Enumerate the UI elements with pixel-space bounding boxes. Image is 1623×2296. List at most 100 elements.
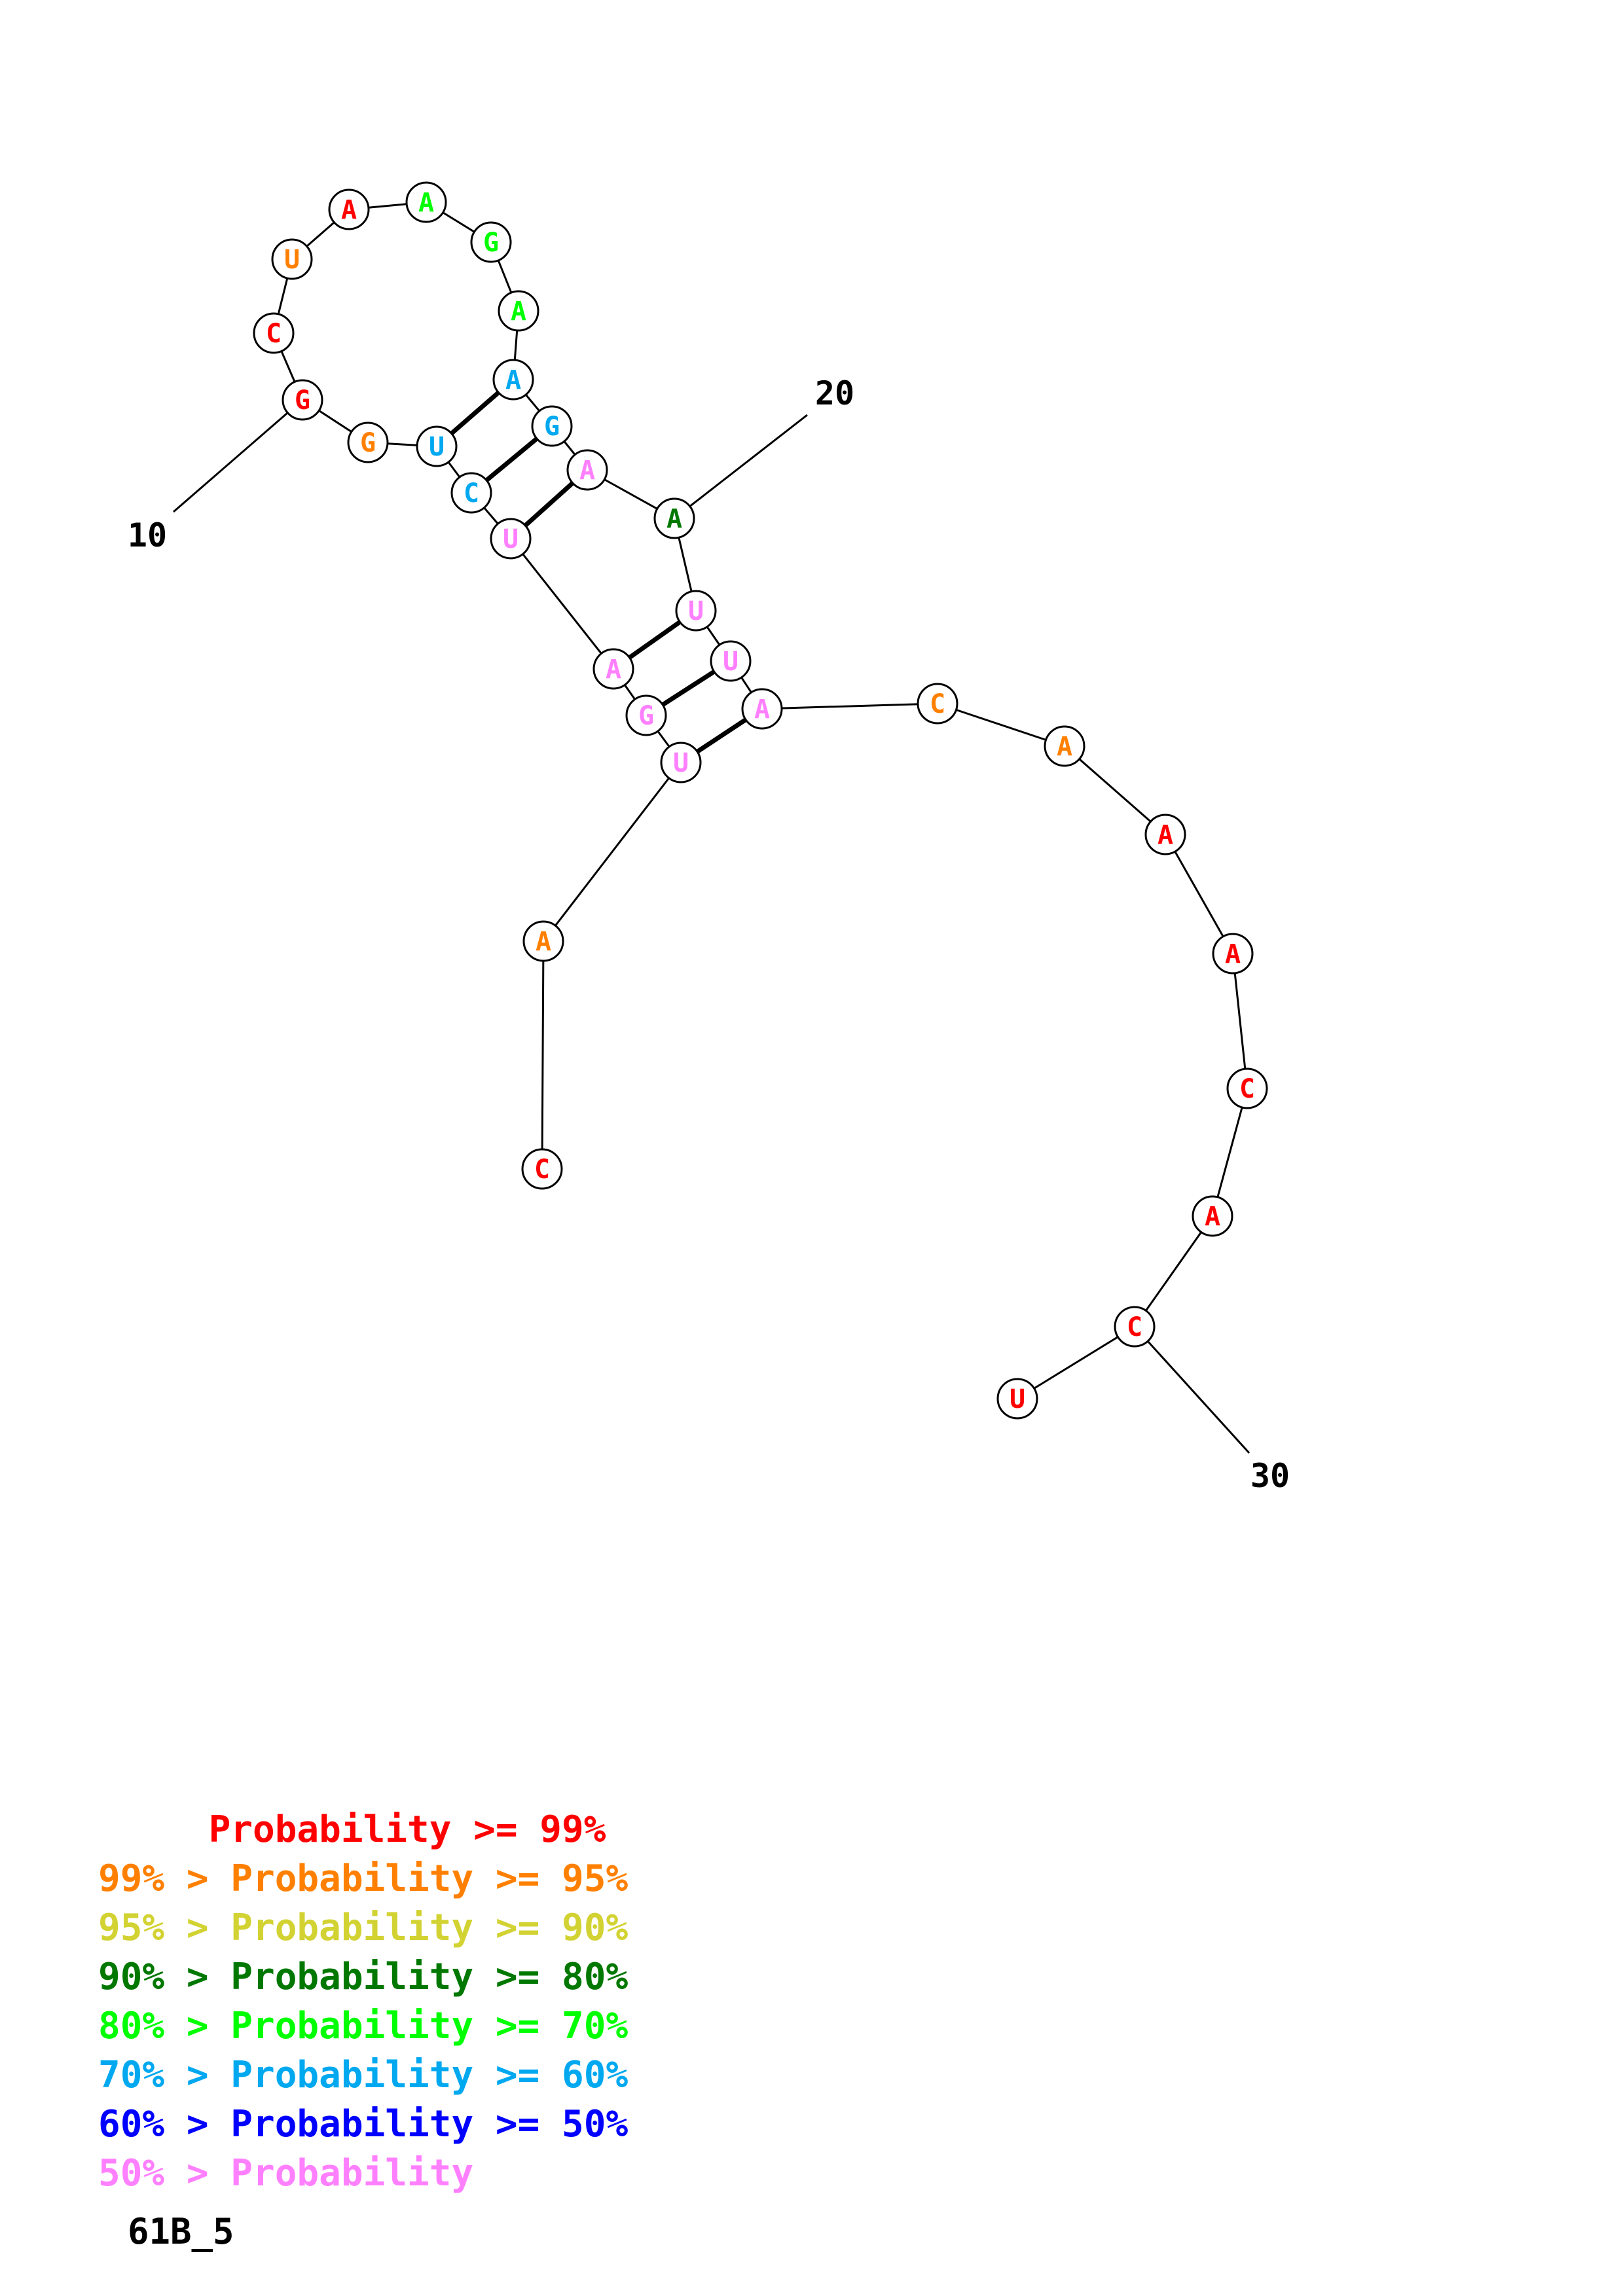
nucleotide-base: C	[266, 319, 282, 349]
position-tick-20	[689, 414, 808, 507]
nucleotide-circle	[416, 425, 458, 467]
position-tick-30	[1147, 1340, 1250, 1454]
backbone-link	[1017, 1325, 1135, 1400]
nucleotide-base: A	[536, 927, 551, 957]
legend-line-p99: Probability >= 99%	[98, 1808, 606, 1851]
backbone-link	[509, 538, 615, 670]
backbone-link	[1064, 745, 1166, 836]
nucleotide-base: U	[688, 596, 704, 626]
backbone-links	[272, 201, 1249, 1400]
nucleotide-circle	[492, 359, 534, 401]
nucleotide-26: A	[1144, 814, 1186, 855]
nucleotide-7: C	[450, 472, 492, 514]
base-pair-bond	[522, 480, 575, 528]
nucleotide-30: C	[1114, 1306, 1156, 1348]
nucleotide-23: A	[741, 688, 783, 730]
nucleotide-circle	[347, 422, 389, 463]
legend-line-plow: 50% > Probability	[98, 2152, 474, 2195]
backbone-link	[761, 702, 938, 710]
nucleotide-14: A	[405, 181, 447, 223]
nucleotide-27: A	[1212, 933, 1254, 975]
base-pair-bond	[695, 717, 748, 754]
nucleotide-circle	[328, 188, 370, 230]
nucleotide-25: A	[1044, 725, 1085, 767]
nucleotide-base: C	[1127, 1312, 1142, 1342]
backbone-link	[1133, 1215, 1214, 1327]
nucleotide-circle	[1044, 725, 1085, 767]
nucleotide-base: G	[483, 228, 499, 258]
nucleotide-circle	[531, 405, 573, 447]
nucleotide-base: U	[723, 647, 739, 677]
nucleotide-circle	[917, 683, 958, 725]
nucleotide-circle	[1226, 1067, 1268, 1109]
nucleotide-base: G	[544, 412, 560, 442]
nucleotide-28: C	[1226, 1067, 1268, 1109]
base-pair-bond	[484, 436, 539, 483]
nucleotide-13: A	[328, 188, 370, 230]
legend-line-p80: 90% > Probability >= 80%	[98, 1956, 629, 1998]
nucleotide-base: A	[1057, 732, 1072, 762]
nucleotide-circle	[522, 920, 564, 962]
nucleotide-base: A	[1158, 820, 1173, 850]
base-pair-bond	[627, 619, 682, 660]
legend-line-p70: 80% > Probability >= 70%	[98, 2005, 629, 2047]
nucleotide-16: A	[498, 290, 539, 332]
nucleotide-circle	[470, 221, 512, 263]
base-pair-bond	[449, 390, 501, 436]
nucleotide-base: A	[505, 365, 521, 395]
nucleotide-circle	[1144, 814, 1186, 855]
nucleotide-circle	[741, 688, 783, 730]
base-pair-bonds	[449, 390, 748, 754]
nucleotide-circle	[521, 1148, 563, 1190]
nucleotide-circle	[660, 742, 702, 783]
nucleotide-base: A	[511, 296, 526, 327]
nucleotide-9: G	[347, 422, 389, 463]
nucleotide-4: G	[625, 694, 667, 736]
nucleotide-17: A	[492, 359, 534, 401]
legend-line-p60: 70% > Probability >= 60%	[98, 2054, 629, 2096]
backbone-link	[937, 702, 1065, 747]
backbone-link	[542, 762, 682, 942]
nucleotide-base: A	[418, 188, 434, 218]
nucleotide-circle	[450, 472, 492, 514]
backbone-link	[1164, 834, 1234, 954]
nucleotide-3: U	[660, 742, 702, 783]
nucleotide-29: A	[1192, 1195, 1233, 1237]
nucleotide-circle	[271, 238, 313, 280]
legend-line-p50: 60% > Probability >= 50%	[98, 2103, 629, 2145]
nucleotide-circle	[405, 181, 447, 223]
nucleotide-base: A	[1205, 1202, 1220, 1232]
nucleotide-base: U	[1010, 1384, 1025, 1414]
nucleotide-base: C	[1239, 1074, 1255, 1104]
nucleotide-8: U	[416, 425, 458, 467]
legend-line-p95: 99% > Probability >= 95%	[98, 1857, 629, 1900]
nucleotide-base: U	[429, 432, 445, 462]
nucleotide-5: A	[593, 648, 634, 690]
position-number-20: 20	[815, 374, 854, 412]
nucleotide-base: U	[284, 245, 300, 275]
nucleotide-20: A	[653, 497, 695, 539]
nucleotide-19: A	[566, 449, 608, 491]
base-pair-bond	[660, 669, 717, 708]
nucleotide-circle	[566, 449, 608, 491]
nucleotide-15: G	[470, 221, 512, 263]
position-number-30: 30	[1250, 1457, 1290, 1495]
nucleotide-10: G	[282, 379, 323, 421]
nucleotide-circle	[625, 694, 667, 736]
position-tick-10	[173, 412, 289, 513]
legend-line-p90: 95% > Probability >= 90%	[98, 1907, 629, 1949]
nucleotide-circle	[282, 379, 323, 421]
nucleotide-circle	[1212, 933, 1254, 975]
nucleotide-base: G	[638, 701, 654, 731]
nucleotide-1: C	[521, 1148, 563, 1190]
nucleotide-31: U	[996, 1378, 1038, 1420]
sequence-name: 61B_5	[128, 2211, 234, 2252]
nucleotide-base: C	[930, 689, 945, 719]
nucleotide-21: U	[675, 590, 717, 632]
nucleotide-circle	[253, 312, 295, 354]
nucleotide-base: C	[534, 1155, 550, 1185]
nucleotide-circle	[653, 497, 695, 539]
nucleotide-base: A	[341, 195, 357, 225]
